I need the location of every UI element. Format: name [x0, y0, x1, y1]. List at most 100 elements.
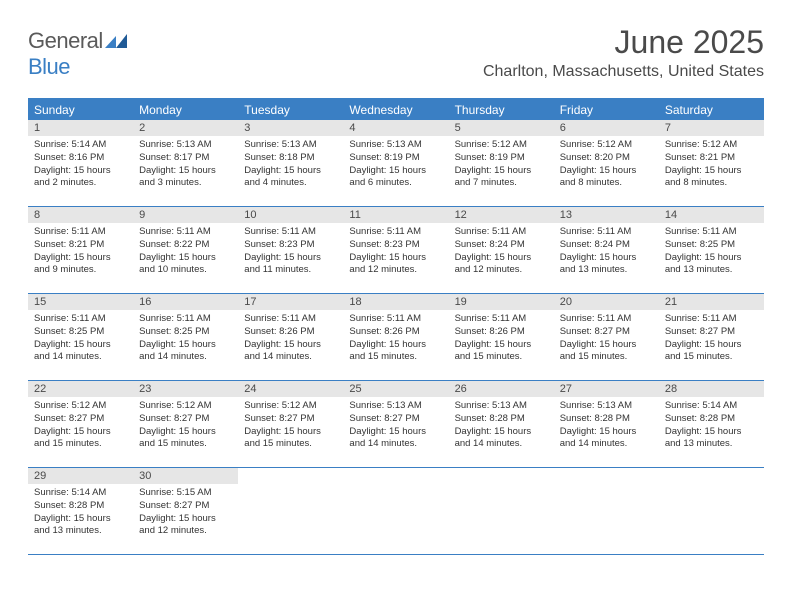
- daylight-text: Daylight: 15 hours and 15 minutes.: [455, 339, 548, 365]
- calendar-day: 15Sunrise: 5:11 AMSunset: 8:25 PMDayligh…: [28, 294, 133, 380]
- sunset-text: Sunset: 8:19 PM: [455, 152, 548, 165]
- sunrise-text: Sunrise: 5:12 AM: [244, 400, 337, 413]
- daylight-text: Daylight: 15 hours and 15 minutes.: [34, 426, 127, 452]
- calendar-day: 27Sunrise: 5:13 AMSunset: 8:28 PMDayligh…: [554, 381, 659, 467]
- day-details: Sunrise: 5:11 AMSunset: 8:26 PMDaylight:…: [449, 310, 554, 367]
- day-number: 11: [343, 207, 448, 223]
- sunrise-text: Sunrise: 5:12 AM: [665, 139, 758, 152]
- sunset-text: Sunset: 8:28 PM: [560, 413, 653, 426]
- day-details: Sunrise: 5:15 AMSunset: 8:27 PMDaylight:…: [133, 484, 238, 541]
- sunrise-text: Sunrise: 5:13 AM: [349, 139, 442, 152]
- sunrise-text: Sunrise: 5:11 AM: [560, 226, 653, 239]
- daylight-text: Daylight: 15 hours and 13 minutes.: [560, 252, 653, 278]
- day-details: Sunrise: 5:11 AMSunset: 8:22 PMDaylight:…: [133, 223, 238, 280]
- sunrise-text: Sunrise: 5:11 AM: [139, 313, 232, 326]
- daylight-text: Daylight: 15 hours and 14 minutes.: [244, 339, 337, 365]
- calendar-day: 23Sunrise: 5:12 AMSunset: 8:27 PMDayligh…: [133, 381, 238, 467]
- sunset-text: Sunset: 8:23 PM: [244, 239, 337, 252]
- daylight-text: Daylight: 15 hours and 10 minutes.: [139, 252, 232, 278]
- day-details: Sunrise: 5:13 AMSunset: 8:18 PMDaylight:…: [238, 136, 343, 193]
- sunrise-text: Sunrise: 5:14 AM: [665, 400, 758, 413]
- day-details: Sunrise: 5:13 AMSunset: 8:19 PMDaylight:…: [343, 136, 448, 193]
- day-number: 20: [554, 294, 659, 310]
- day-details: Sunrise: 5:11 AMSunset: 8:21 PMDaylight:…: [28, 223, 133, 280]
- day-number: 17: [238, 294, 343, 310]
- sunrise-text: Sunrise: 5:11 AM: [455, 313, 548, 326]
- sunset-text: Sunset: 8:28 PM: [665, 413, 758, 426]
- weekday-sunday: Sunday: [28, 100, 133, 120]
- sunrise-text: Sunrise: 5:11 AM: [665, 226, 758, 239]
- daylight-text: Daylight: 15 hours and 15 minutes.: [665, 339, 758, 365]
- day-details: Sunrise: 5:11 AMSunset: 8:27 PMDaylight:…: [659, 310, 764, 367]
- sunset-text: Sunset: 8:27 PM: [665, 326, 758, 339]
- sunset-text: Sunset: 8:20 PM: [560, 152, 653, 165]
- sunrise-text: Sunrise: 5:14 AM: [34, 487, 127, 500]
- day-number: 2: [133, 120, 238, 136]
- daylight-text: Daylight: 15 hours and 13 minutes.: [665, 426, 758, 452]
- daylight-text: Daylight: 15 hours and 8 minutes.: [560, 165, 653, 191]
- daylight-text: Daylight: 15 hours and 12 minutes.: [139, 513, 232, 539]
- weekday-row: Sunday Monday Tuesday Wednesday Thursday…: [28, 100, 764, 120]
- logo-icon: [105, 34, 127, 53]
- daylight-text: Daylight: 15 hours and 15 minutes.: [349, 339, 442, 365]
- daylight-text: Daylight: 15 hours and 14 minutes.: [139, 339, 232, 365]
- day-details: Sunrise: 5:12 AMSunset: 8:27 PMDaylight:…: [238, 397, 343, 454]
- day-number: 14: [659, 207, 764, 223]
- logo-line1: General: [28, 28, 103, 53]
- weekday-monday: Monday: [133, 100, 238, 120]
- day-number: 9: [133, 207, 238, 223]
- calendar: Sunday Monday Tuesday Wednesday Thursday…: [28, 98, 764, 555]
- day-details: Sunrise: 5:12 AMSunset: 8:27 PMDaylight:…: [28, 397, 133, 454]
- day-details: Sunrise: 5:11 AMSunset: 8:25 PMDaylight:…: [28, 310, 133, 367]
- sunrise-text: Sunrise: 5:13 AM: [349, 400, 442, 413]
- day-number: 10: [238, 207, 343, 223]
- day-details: Sunrise: 5:13 AMSunset: 8:17 PMDaylight:…: [133, 136, 238, 193]
- daylight-text: Daylight: 15 hours and 15 minutes.: [244, 426, 337, 452]
- sunrise-text: Sunrise: 5:12 AM: [34, 400, 127, 413]
- daylight-text: Daylight: 15 hours and 13 minutes.: [34, 513, 127, 539]
- daylight-text: Daylight: 15 hours and 12 minutes.: [455, 252, 548, 278]
- sunrise-text: Sunrise: 5:11 AM: [244, 226, 337, 239]
- sunrise-text: Sunrise: 5:15 AM: [139, 487, 232, 500]
- sunrise-text: Sunrise: 5:11 AM: [560, 313, 653, 326]
- day-number: 24: [238, 381, 343, 397]
- daylight-text: Daylight: 15 hours and 11 minutes.: [244, 252, 337, 278]
- sunset-text: Sunset: 8:25 PM: [139, 326, 232, 339]
- day-details: Sunrise: 5:13 AMSunset: 8:28 PMDaylight:…: [449, 397, 554, 454]
- daylight-text: Daylight: 15 hours and 2 minutes.: [34, 165, 127, 191]
- sunset-text: Sunset: 8:25 PM: [34, 326, 127, 339]
- day-number: 15: [28, 294, 133, 310]
- calendar-day: 13Sunrise: 5:11 AMSunset: 8:24 PMDayligh…: [554, 207, 659, 293]
- month-title: June 2025: [483, 24, 764, 61]
- daylight-text: Daylight: 15 hours and 3 minutes.: [139, 165, 232, 191]
- weekday-saturday: Saturday: [659, 100, 764, 120]
- sunrise-text: Sunrise: 5:11 AM: [349, 313, 442, 326]
- sunset-text: Sunset: 8:27 PM: [139, 413, 232, 426]
- calendar-body: 1Sunrise: 5:14 AMSunset: 8:16 PMDaylight…: [28, 120, 764, 555]
- sunset-text: Sunset: 8:24 PM: [455, 239, 548, 252]
- calendar-day: [343, 468, 448, 554]
- calendar-day: 25Sunrise: 5:13 AMSunset: 8:27 PMDayligh…: [343, 381, 448, 467]
- calendar-week: 15Sunrise: 5:11 AMSunset: 8:25 PMDayligh…: [28, 294, 764, 381]
- day-details: Sunrise: 5:12 AMSunset: 8:27 PMDaylight:…: [133, 397, 238, 454]
- sunrise-text: Sunrise: 5:11 AM: [349, 226, 442, 239]
- calendar-day: 7Sunrise: 5:12 AMSunset: 8:21 PMDaylight…: [659, 120, 764, 206]
- day-details: Sunrise: 5:11 AMSunset: 8:25 PMDaylight:…: [659, 223, 764, 280]
- calendar-week: 1Sunrise: 5:14 AMSunset: 8:16 PMDaylight…: [28, 120, 764, 207]
- daylight-text: Daylight: 15 hours and 12 minutes.: [349, 252, 442, 278]
- sunrise-text: Sunrise: 5:12 AM: [560, 139, 653, 152]
- sunrise-text: Sunrise: 5:13 AM: [455, 400, 548, 413]
- daylight-text: Daylight: 15 hours and 14 minutes.: [349, 426, 442, 452]
- sunset-text: Sunset: 8:16 PM: [34, 152, 127, 165]
- daylight-text: Daylight: 15 hours and 15 minutes.: [560, 339, 653, 365]
- sunset-text: Sunset: 8:22 PM: [139, 239, 232, 252]
- sunset-text: Sunset: 8:27 PM: [560, 326, 653, 339]
- calendar-day: 14Sunrise: 5:11 AMSunset: 8:25 PMDayligh…: [659, 207, 764, 293]
- day-number: 27: [554, 381, 659, 397]
- day-details: Sunrise: 5:14 AMSunset: 8:28 PMDaylight:…: [28, 484, 133, 541]
- calendar-day: 1Sunrise: 5:14 AMSunset: 8:16 PMDaylight…: [28, 120, 133, 206]
- calendar-day: 24Sunrise: 5:12 AMSunset: 8:27 PMDayligh…: [238, 381, 343, 467]
- day-number: 21: [659, 294, 764, 310]
- calendar-week: 22Sunrise: 5:12 AMSunset: 8:27 PMDayligh…: [28, 381, 764, 468]
- day-details: Sunrise: 5:12 AMSunset: 8:19 PMDaylight:…: [449, 136, 554, 193]
